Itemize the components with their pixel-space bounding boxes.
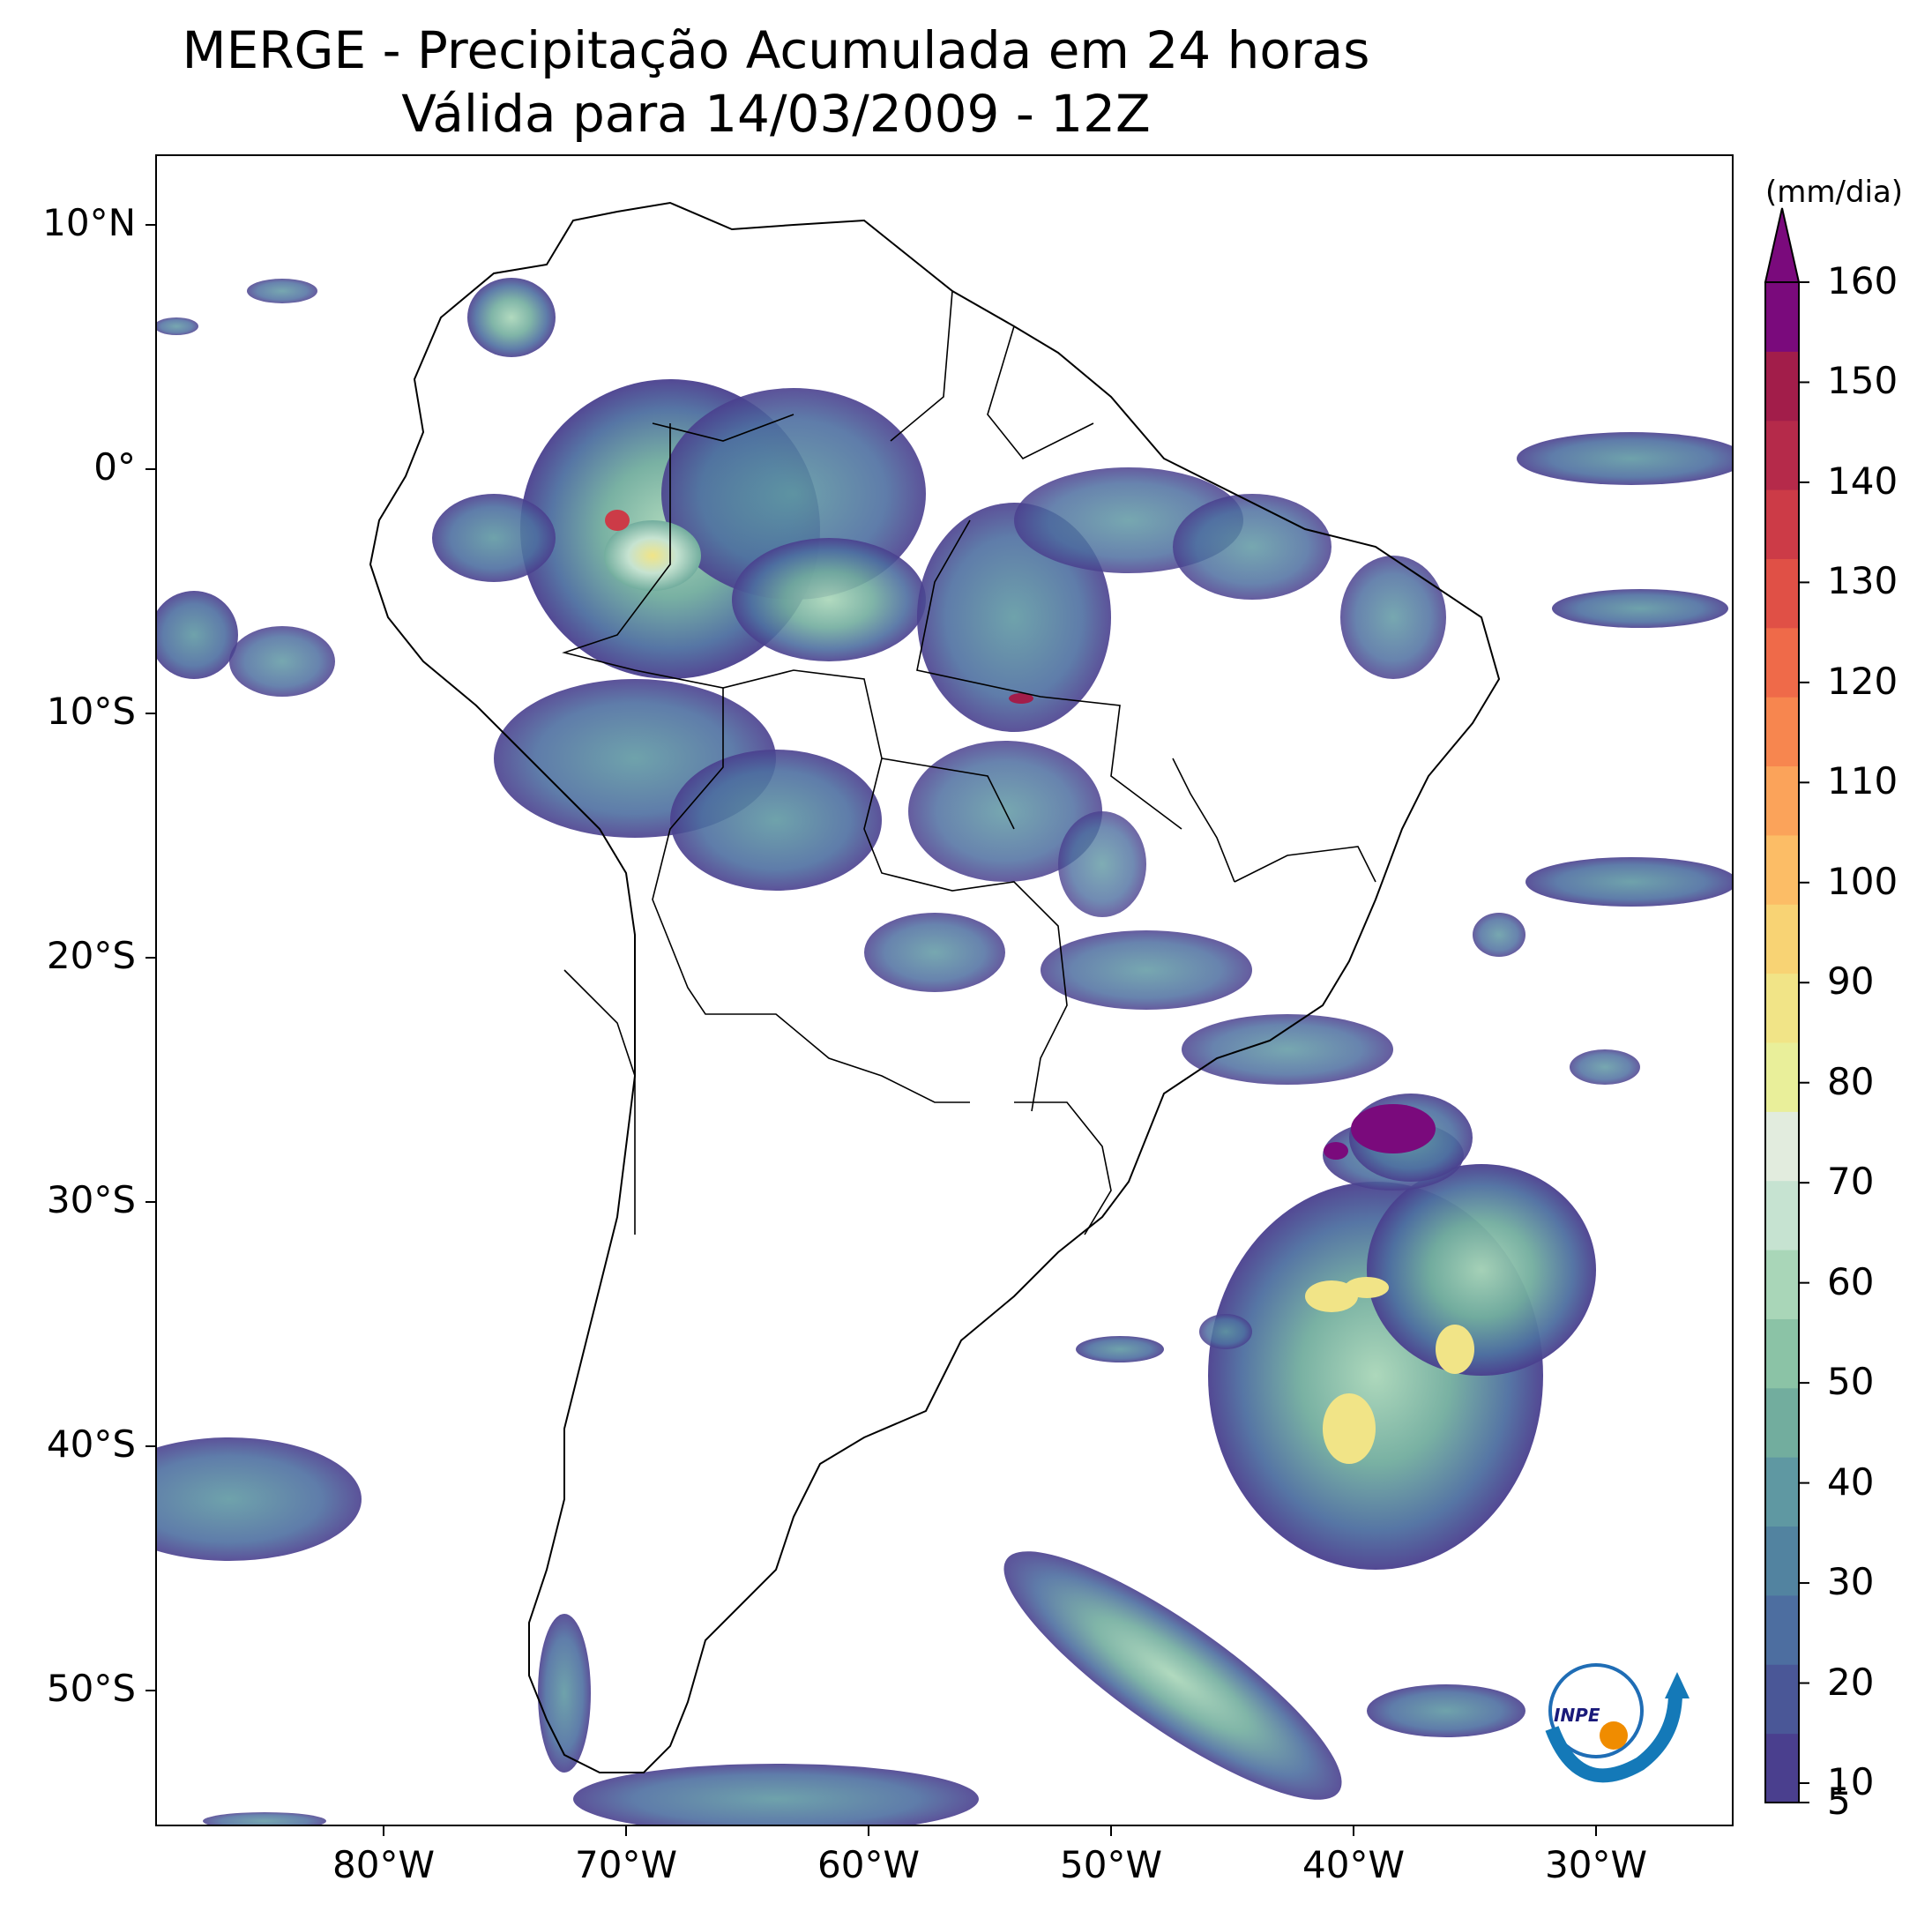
- lon-label-70W: 70°W: [575, 1843, 677, 1886]
- colorbar-band: [1765, 351, 1799, 422]
- colorbar-band: [1765, 1111, 1799, 1182]
- colorbar-band: [1765, 973, 1799, 1043]
- colorbar-tick-label: 70: [1827, 1160, 1875, 1204]
- map-subtitle: Válida para 14/03/2009 - 12Z: [401, 84, 1151, 144]
- country-borders: [562, 290, 1376, 1235]
- colorbar-band: [1765, 904, 1799, 974]
- precipitation-field: [156, 201, 1733, 1825]
- colorbar-tick-label: 130: [1827, 559, 1898, 603]
- colorbar-band: [1765, 1042, 1799, 1112]
- colorbar-tick-label: 90: [1827, 959, 1875, 1004]
- colorbar-band: [1765, 834, 1799, 905]
- colorbar-band: [1765, 420, 1799, 490]
- lon-label-30W: 30°W: [1545, 1843, 1647, 1886]
- colorbar-band: [1765, 697, 1799, 767]
- map-title: MERGE - Precipitação Acumulada em 24 hor…: [182, 20, 1370, 80]
- colorbar-band: [1765, 1594, 1799, 1665]
- lat-label-10S: 10°S: [46, 690, 136, 733]
- colorbar-tick-label: 140: [1827, 459, 1898, 503]
- colorbar-frame: [1764, 281, 1800, 1803]
- lat-label-0: 0°: [93, 445, 136, 489]
- colorbar-tick-label: 10: [1827, 1760, 1875, 1803]
- colorbar-band: [1765, 1318, 1799, 1389]
- colorbar-tick-label: 100: [1827, 859, 1898, 903]
- colorbar-tick-label: 30: [1827, 1560, 1875, 1604]
- colorbar-tick-label: 150: [1827, 359, 1898, 403]
- colorbar-band: [1765, 1526, 1799, 1596]
- lat-label-10N: 10°N: [42, 201, 136, 244]
- colorbar: [1765, 282, 1799, 1803]
- colorbar-tick-label: 5: [1827, 1780, 1851, 1823]
- colorbar-band: [1765, 489, 1799, 559]
- lon-label-80W: 80°W: [332, 1843, 435, 1886]
- colorbar-unit-label: (mm/dia): [1764, 175, 1904, 210]
- lon-label-50W: 50°W: [1060, 1843, 1162, 1886]
- inpe-logo: [1545, 1663, 1690, 1783]
- coastline: [369, 201, 1501, 1773]
- inpe-logo-text: INPE: [1554, 1705, 1600, 1726]
- colorbar-tick-label: 20: [1827, 1660, 1875, 1704]
- axis-ticks: [145, 224, 1809, 1836]
- colorbar-tick-label: 160: [1827, 259, 1898, 302]
- colorbar-tick-label: 50: [1827, 1360, 1875, 1404]
- lon-label-60W: 60°W: [817, 1843, 920, 1886]
- lat-label-30S: 30°S: [46, 1178, 136, 1221]
- colorbar-band: [1765, 1250, 1799, 1319]
- colorbar-band: [1765, 627, 1799, 698]
- colorbar-band: [1765, 1664, 1799, 1735]
- lat-label-20S: 20°S: [46, 934, 136, 977]
- colorbar-band: [1765, 1457, 1799, 1527]
- lon-label-40W: 40°W: [1302, 1843, 1405, 1886]
- colorbar-band: [1765, 1387, 1799, 1458]
- colorbar-band: [1765, 765, 1799, 836]
- colorbar-tick-label: 40: [1827, 1459, 1875, 1504]
- colorbar-band: [1765, 558, 1799, 629]
- map-frame: [155, 154, 1734, 1826]
- lat-label-50S: 50°S: [46, 1667, 136, 1710]
- colorbar-tick-label: 110: [1827, 759, 1898, 803]
- colorbar-extend-arrow: [1764, 207, 1801, 283]
- colorbar-tick-label: 120: [1827, 659, 1898, 703]
- colorbar-tick-label: 60: [1827, 1259, 1875, 1303]
- colorbar-band: [1765, 282, 1799, 352]
- lat-label-40S: 40°S: [46, 1422, 136, 1466]
- colorbar-tick-label: 80: [1827, 1059, 1875, 1103]
- colorbar-band: [1765, 1733, 1799, 1803]
- colorbar-band: [1765, 1180, 1799, 1250]
